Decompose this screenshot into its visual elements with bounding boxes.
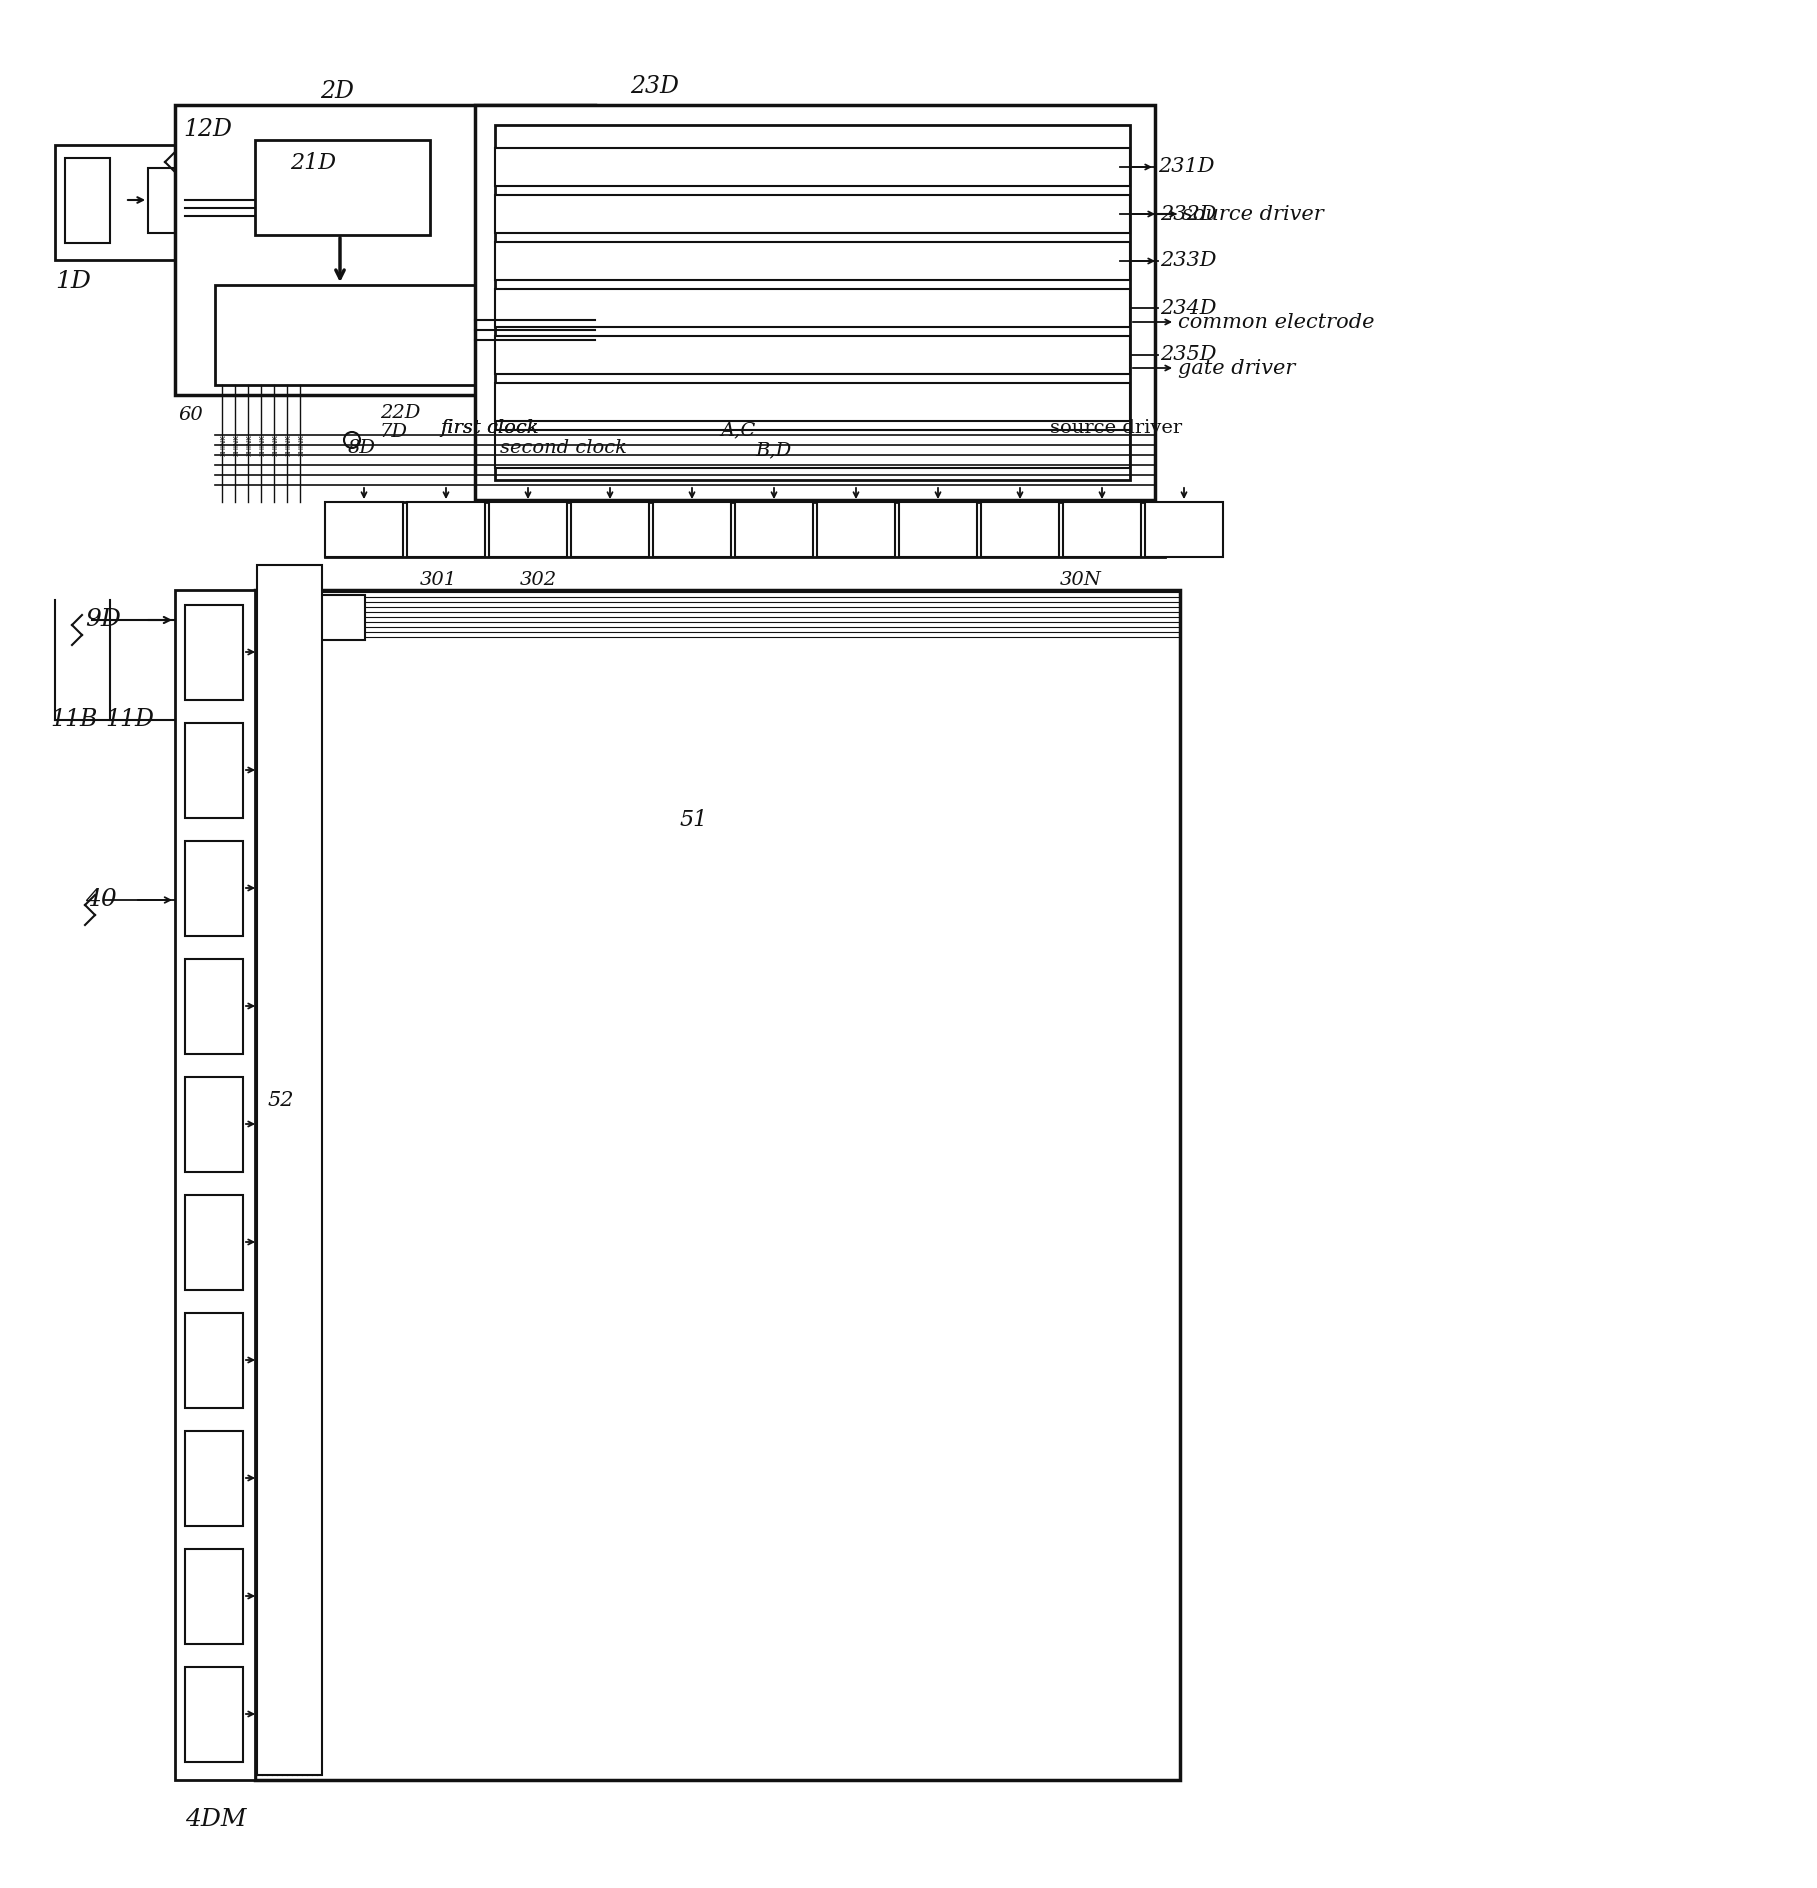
Bar [185, 1548, 243, 1644]
Bar [185, 604, 243, 700]
Text: XHINK: XHINK [300, 434, 305, 455]
Text: 302: 302 [520, 570, 558, 589]
Text: 233D: 233D [1159, 251, 1217, 270]
Text: 52: 52 [267, 1091, 294, 1110]
Text: 9D: 9D [85, 608, 122, 631]
Text: 1D: 1D [55, 270, 91, 293]
Text: source driver: source driver [1183, 204, 1325, 223]
Bar [494, 194, 1130, 232]
Bar [254, 140, 431, 234]
Text: 22D: 22D [380, 404, 420, 423]
Bar [325, 502, 403, 557]
Text: 8D: 8D [349, 440, 376, 457]
Text: XHINK: XHINK [234, 434, 240, 455]
Text: 2D: 2D [320, 79, 354, 104]
Text: 301: 301 [420, 570, 458, 589]
Bar [256, 565, 322, 1775]
Text: 51: 51 [680, 808, 709, 831]
Bar [174, 106, 594, 395]
Bar [185, 1312, 243, 1408]
Bar [652, 502, 730, 557]
Text: 21D: 21D [291, 153, 336, 174]
Bar [254, 589, 1179, 1780]
Bar [494, 383, 1130, 421]
Bar [736, 502, 812, 557]
Text: first clock: first clock [440, 419, 538, 436]
Bar [571, 502, 649, 557]
Bar [899, 502, 978, 557]
Bar [185, 1076, 243, 1172]
Text: 30N: 30N [1059, 570, 1101, 589]
Text: XHINK: XHINK [285, 434, 293, 455]
Text: B,D: B,D [756, 442, 790, 459]
Bar [494, 289, 1130, 327]
Bar [494, 125, 1130, 480]
Bar [1063, 502, 1141, 557]
Bar [65, 159, 111, 244]
Bar [494, 430, 1130, 468]
Bar [185, 840, 243, 936]
Bar [325, 502, 1165, 557]
Text: XHINK: XHINK [222, 434, 227, 455]
Text: 60: 60 [178, 406, 204, 425]
Bar [818, 502, 896, 557]
Text: 232D: 232D [1159, 204, 1217, 223]
Text: 40: 40 [85, 889, 116, 912]
Bar [185, 723, 243, 818]
Text: 235D: 235D [1159, 346, 1217, 364]
Text: 11B: 11B [51, 708, 98, 731]
Text: XHINK: XHINK [260, 434, 265, 455]
Text: gate driver: gate driver [1177, 359, 1296, 378]
Bar [494, 147, 1130, 187]
Bar [254, 595, 365, 640]
Bar [1145, 502, 1223, 557]
Text: XHINK: XHINK [273, 434, 280, 455]
Bar [185, 959, 243, 1054]
Bar [55, 145, 185, 261]
Text: 7D: 7D [380, 423, 409, 442]
Bar [147, 168, 185, 232]
Text: common electrode: common electrode [1177, 313, 1374, 332]
Bar [489, 502, 567, 557]
Text: second clock: second clock [500, 440, 627, 457]
Text: source driver: source driver [1050, 419, 1183, 436]
Bar [474, 106, 1156, 500]
Text: 4DM: 4DM [185, 1809, 247, 1831]
Bar [185, 1431, 243, 1526]
Bar [494, 242, 1130, 279]
Bar [494, 336, 1130, 374]
Text: 11D: 11D [105, 708, 154, 731]
Text: 231D: 231D [1157, 157, 1214, 176]
Text: 23D: 23D [630, 76, 680, 98]
Text: XHINK: XHINK [247, 434, 253, 455]
Bar [981, 502, 1059, 557]
Bar [185, 1667, 243, 1762]
Text: 12D: 12D [184, 117, 233, 142]
Text: first clock: first clock [440, 419, 538, 436]
Bar [185, 1195, 243, 1290]
Bar [407, 502, 485, 557]
Text: A,C: A,C [720, 421, 756, 440]
Text: 234D: 234D [1159, 298, 1217, 317]
Bar [214, 285, 511, 385]
Bar [174, 589, 254, 1780]
